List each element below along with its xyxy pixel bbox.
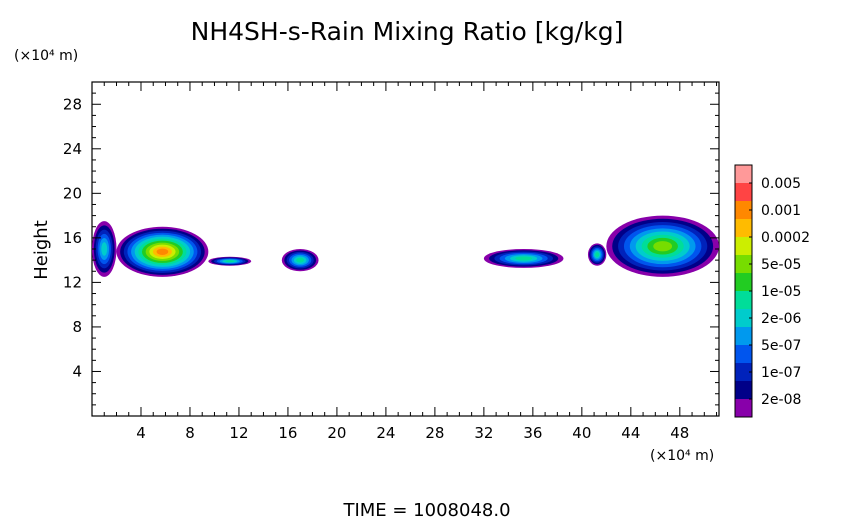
time-label: TIME = 1008048.0 xyxy=(342,500,510,519)
x-tick-label: 24 xyxy=(376,424,395,442)
y-tick-label: 12 xyxy=(63,273,82,291)
y-tick-label: 4 xyxy=(72,362,82,380)
data-contour xyxy=(225,260,235,263)
colorbar-swatch xyxy=(735,273,752,292)
y-unit-label: (×10⁴ m) xyxy=(14,48,78,64)
data-region xyxy=(281,249,319,272)
x-tick-label: 44 xyxy=(621,424,640,442)
colorbar-swatch xyxy=(735,183,752,202)
colorbar-swatch xyxy=(735,363,752,382)
data-contour xyxy=(653,241,673,252)
data-contour xyxy=(101,242,108,256)
colorbar-swatch xyxy=(735,219,752,238)
colorbar-swatch xyxy=(735,255,752,274)
colorbar-swatch xyxy=(735,237,752,256)
x-tick-label: 16 xyxy=(278,424,297,442)
colorbar-swatch xyxy=(735,399,752,418)
x-tick-label: 36 xyxy=(523,424,542,442)
y-axis-label: Height xyxy=(31,220,52,280)
x-unit-label: (×10⁴ m) xyxy=(650,448,714,464)
y-tick-label: 28 xyxy=(63,95,82,113)
colorbar-swatch xyxy=(735,327,752,346)
colorbar-label: 5e-05 xyxy=(761,257,801,273)
data-region xyxy=(92,221,117,277)
colorbar-label: 0.001 xyxy=(761,203,801,219)
x-tick-label: 48 xyxy=(670,424,689,442)
colorbar: 0.005 0.001 0.0002 5e-05 1e-05 2e-06 5e-07 1e-0… xyxy=(734,164,810,418)
x-tick-label: 28 xyxy=(425,424,444,442)
data-region xyxy=(606,215,719,277)
x-tick-label: 32 xyxy=(474,424,493,442)
x-tick-label: 20 xyxy=(327,424,346,442)
colorbar-label: 2e-06 xyxy=(761,311,801,327)
data-contour xyxy=(296,257,305,263)
data-layer xyxy=(92,215,719,277)
colorbar-label: 5e-07 xyxy=(761,338,801,354)
colorbar-label: 0.0002 xyxy=(761,230,810,246)
y-tick-label: 8 xyxy=(72,318,82,336)
colorbar-swatch xyxy=(735,381,752,400)
y-tick-label: 20 xyxy=(63,184,82,202)
data-contour xyxy=(595,252,600,257)
data-region xyxy=(587,243,607,266)
colorbar-label: 0.005 xyxy=(761,176,801,192)
colorbar-label: 1e-05 xyxy=(761,284,801,300)
colorbar-swatch xyxy=(735,165,752,184)
chart-title: NH4SH-s-Rain Mixing Ratio [kg/kg] xyxy=(191,17,624,46)
x-tick-label: 40 xyxy=(572,424,591,442)
colorbar-swatch xyxy=(735,291,752,310)
data-region xyxy=(483,249,564,268)
y-tick-label: 24 xyxy=(63,140,82,158)
x-tick-label: 4 xyxy=(136,424,146,442)
colorbar-label: 1e-07 xyxy=(761,365,801,381)
data-region xyxy=(208,256,252,266)
data-contour xyxy=(156,248,169,255)
data-region xyxy=(116,226,209,277)
colorbar-swatch xyxy=(735,309,752,328)
x-tick-label: 8 xyxy=(185,424,195,442)
data-contour xyxy=(515,256,533,261)
colorbar-swatch xyxy=(735,345,752,364)
colorbar-swatch xyxy=(735,201,752,220)
colorbar-label: 2e-08 xyxy=(761,392,801,408)
x-tick-label: 12 xyxy=(229,424,248,442)
y-tick-label: 16 xyxy=(63,229,82,247)
